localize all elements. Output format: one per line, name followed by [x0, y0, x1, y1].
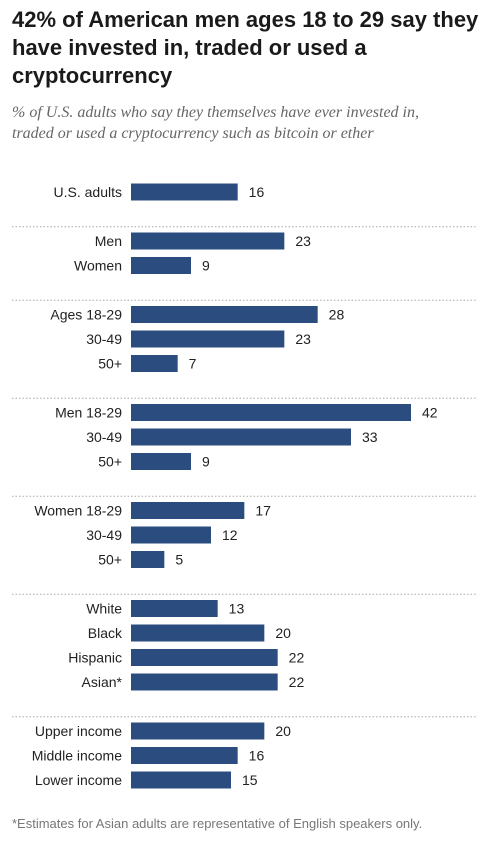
value-label: 9: [202, 454, 210, 470]
bar: [131, 330, 285, 348]
category-label: Black: [88, 625, 123, 641]
bar: [131, 306, 318, 323]
category-label: 50+: [98, 552, 122, 568]
value-label: 9: [202, 258, 210, 274]
category-label: Middle income: [32, 748, 122, 764]
category-label: Upper income: [35, 723, 122, 739]
value-label: 17: [255, 503, 271, 519]
value-label: 16: [249, 748, 265, 764]
value-label: 23: [295, 233, 311, 249]
category-label: Women 18-29: [34, 503, 122, 519]
bar: [131, 183, 238, 201]
value-label: 16: [249, 184, 265, 200]
bar: [131, 404, 411, 421]
bar: [131, 232, 285, 250]
bar: [131, 502, 245, 519]
bar: [131, 428, 351, 446]
bar: [131, 771, 231, 789]
bar: [131, 600, 218, 617]
bar: [131, 453, 191, 470]
category-label: Men 18-29: [55, 405, 122, 421]
value-label: 20: [275, 625, 291, 641]
category-label: Women: [74, 258, 122, 274]
bar-chart: U.S. adults 16 Men 23 Women 9 Ages 18-29 28 30-4…: [12, 183, 476, 789]
bar: [131, 355, 178, 372]
category-label: 30-49: [86, 429, 122, 445]
value-label: 20: [275, 723, 291, 739]
bar: [131, 526, 211, 544]
category-label: Hispanic: [68, 650, 122, 666]
bar: [131, 649, 278, 666]
footnote: *Estimates for Asian adults are represen…: [12, 816, 423, 831]
category-label: Asian*: [82, 674, 123, 690]
category-label: 50+: [98, 454, 122, 470]
value-label: 13: [229, 601, 245, 617]
category-label: 50+: [98, 356, 122, 372]
value-label: 42: [422, 405, 438, 421]
bar: [131, 624, 265, 642]
value-label: 15: [242, 772, 258, 788]
category-label: Ages 18-29: [50, 307, 122, 323]
chart-subtitle: % of U.S. adults who say they themselves…: [12, 104, 419, 142]
category-label: 30-49: [86, 331, 122, 347]
value-label: 22: [289, 650, 305, 666]
chart-title: 42% of American men ages 18 to 29 say th…: [12, 7, 479, 88]
category-label: White: [86, 601, 122, 617]
category-label: Men: [95, 233, 122, 249]
value-label: 28: [329, 307, 345, 323]
category-label: U.S. adults: [54, 184, 122, 200]
category-label: 30-49: [86, 527, 122, 543]
bar: [131, 747, 238, 764]
bar: [131, 722, 265, 740]
value-label: 22: [289, 674, 305, 690]
value-label: 5: [175, 552, 183, 568]
value-label: 33: [362, 429, 378, 445]
bar: [131, 257, 191, 274]
value-label: 23: [295, 331, 311, 347]
bar: [131, 673, 278, 691]
value-label: 12: [222, 527, 238, 543]
bar: [131, 551, 165, 568]
value-label: 7: [189, 356, 197, 372]
category-label: Lower income: [35, 772, 122, 788]
